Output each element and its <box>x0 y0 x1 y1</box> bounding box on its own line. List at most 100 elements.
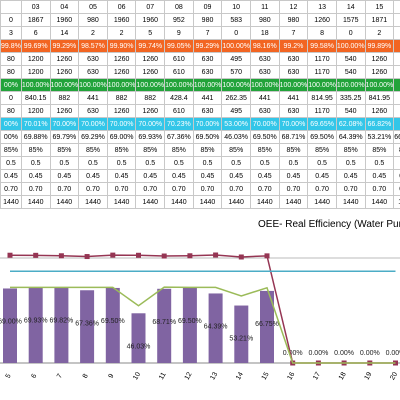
cell: 0.5 <box>164 156 194 170</box>
cell: 100.00% <box>335 78 366 92</box>
cell: 428.4 <box>164 91 194 105</box>
cell: 15 <box>364 0 395 14</box>
cell: 0.5 <box>78 156 108 170</box>
x-tick-label: 10 <box>132 371 142 381</box>
cell: 0.45 <box>192 169 223 183</box>
cell: 0.45 <box>49 169 80 183</box>
x-tick-label: 11 <box>158 371 168 381</box>
cell: 100.00% <box>221 78 251 92</box>
bar-label: 0.00% <box>283 350 303 357</box>
cell: 0.70 <box>307 182 337 196</box>
bar <box>54 287 69 363</box>
cell: 09 <box>192 0 223 14</box>
cell: 841.95 <box>364 91 395 105</box>
cell: 1170 <box>307 52 337 66</box>
cell <box>393 39 400 53</box>
cell: 0.45 <box>20 169 51 183</box>
cell: 610 <box>164 104 194 118</box>
cell: 00% <box>0 117 22 131</box>
cell: 630 <box>278 104 309 118</box>
cell: 2 <box>78 26 108 40</box>
cell: 630 <box>192 52 223 66</box>
cell: 69.50% <box>307 130 337 144</box>
cell: 0.5 <box>192 156 223 170</box>
cell: 99.29% <box>49 39 80 53</box>
cell: 0.70 <box>221 182 251 196</box>
cell: 1260 <box>106 52 137 66</box>
cell: 1170 <box>307 104 337 118</box>
x-tick-label: 9 <box>107 373 115 380</box>
cell: 0.45 <box>0 169 22 183</box>
cell: 814.95 <box>307 91 337 105</box>
cell: 69.65% <box>307 117 337 131</box>
table-row: 99.8% 99.69% 99.29% 98.57% 99.90% 99.74% 99.05… <box>0 39 400 53</box>
cell: 69.50% <box>192 130 223 144</box>
cell: 18 <box>249 26 280 40</box>
x-tick-label: 15 <box>261 371 271 381</box>
cell: 00% <box>0 78 22 92</box>
bar-label: 0.00% <box>334 350 354 357</box>
cell: 98.57% <box>78 39 108 53</box>
cell: 8 <box>307 26 337 40</box>
cell: 1200 <box>20 52 51 66</box>
cell: 85% <box>78 143 108 157</box>
x-tick-label: 17 <box>312 371 322 381</box>
cell: 540 <box>335 104 366 118</box>
x-tick-label: 12 <box>184 371 194 381</box>
bar <box>3 288 17 363</box>
cell: 0 <box>393 65 400 79</box>
cell: 70.00% <box>49 117 80 131</box>
cell: 70.00% <box>192 117 223 131</box>
cell: 1960 <box>106 13 137 27</box>
table-row: 030405060708091011121314151617 <box>0 0 400 14</box>
cell: 70.00% <box>278 117 309 131</box>
cell: 0.5 <box>49 156 80 170</box>
cell: 53.00% <box>221 117 251 131</box>
cell: 1871 <box>364 13 395 27</box>
cell: 630 <box>249 52 280 66</box>
line-marker <box>84 254 90 260</box>
cell: 1200 <box>20 104 51 118</box>
bar-label: 69.82% <box>50 318 74 325</box>
cell: 0.70 <box>393 182 400 196</box>
cell: 85% <box>278 143 309 157</box>
cell: 1867 <box>20 13 51 27</box>
cell: 583 <box>221 13 251 27</box>
cell: 0 <box>393 13 400 27</box>
cell: 99.29% <box>192 39 223 53</box>
cell: 610 <box>164 65 194 79</box>
bar-label: 0.00% <box>360 350 380 357</box>
cell: 1440 <box>307 195 337 209</box>
cell: 69.00% <box>106 130 137 144</box>
cell: 0.70 <box>49 182 80 196</box>
cell: 1260 <box>135 52 166 66</box>
cell: 70.01% <box>20 117 51 131</box>
cell: 1440 <box>49 195 80 209</box>
cell: 0.70 <box>78 182 108 196</box>
cell: 66.75% <box>393 130 400 144</box>
cell: 882 <box>106 91 137 105</box>
x-tick-label: 19 <box>364 371 374 381</box>
bar-label: 69.50% <box>178 318 202 325</box>
cell: 0.5 <box>20 156 51 170</box>
cell: 0.45 <box>106 169 137 183</box>
cell: 630 <box>78 104 108 118</box>
cell: 85% <box>106 143 137 157</box>
cell: 12 <box>278 0 309 14</box>
x-tick-label: 18 <box>338 371 348 381</box>
cell: 100.00% <box>49 78 80 92</box>
cell: 980 <box>192 13 223 27</box>
cell: 1440 <box>393 195 400 209</box>
table-row: 00% 69.88% 69.79% 69.29% 69.00% 69.93% 67.36% 6… <box>0 130 400 144</box>
cell: 08 <box>164 0 194 14</box>
line-marker <box>7 252 13 258</box>
cell <box>0 0 22 14</box>
cell: 80 <box>0 65 22 79</box>
cell: 630 <box>78 65 108 79</box>
bar-label: 68.71% <box>152 319 176 326</box>
cell: 441 <box>278 91 309 105</box>
cell: 1260 <box>49 65 80 79</box>
cell: 1260 <box>49 52 80 66</box>
cell: 99.2% <box>278 39 309 53</box>
cell: 100.00% <box>135 78 166 92</box>
